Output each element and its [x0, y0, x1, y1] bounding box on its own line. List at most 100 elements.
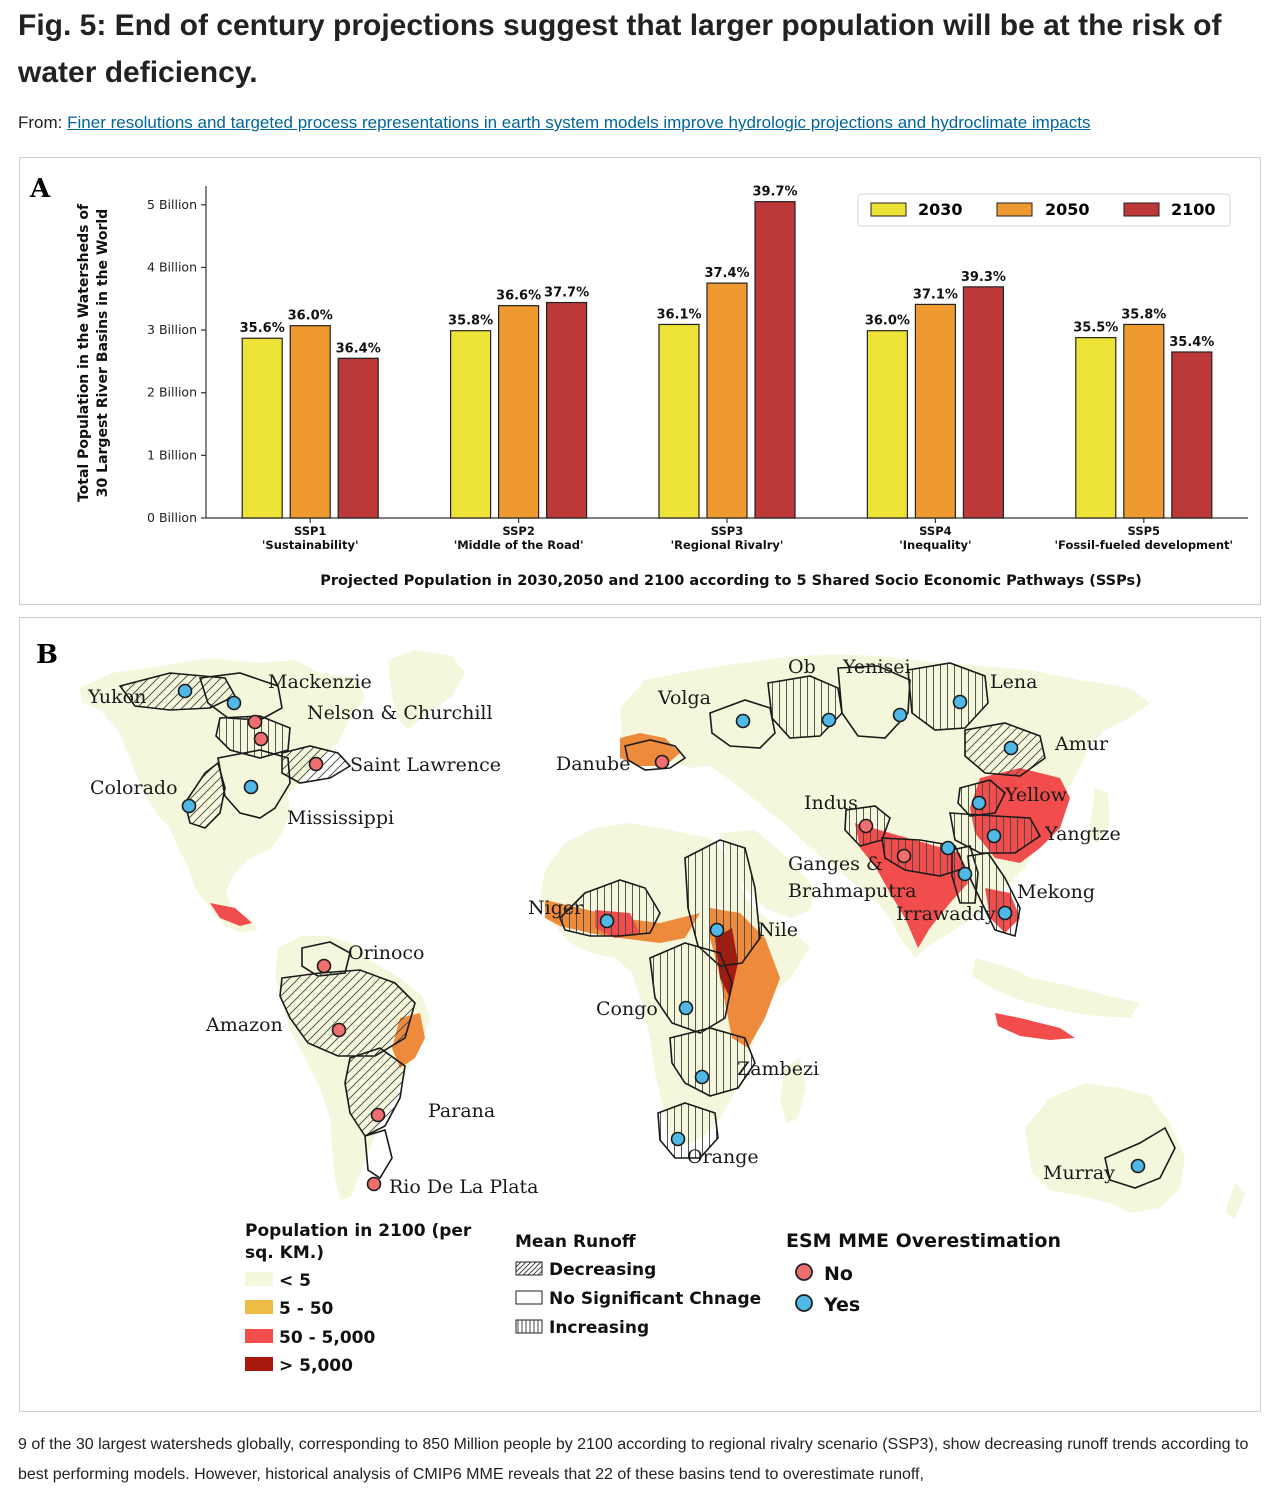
- label-colorado: Colorado: [90, 777, 178, 799]
- x-tick-label-name: 'Sustainability': [262, 538, 359, 552]
- bar-ssp4-2100[interactable]: [962, 286, 1005, 519]
- x-tick-label-name: 'Inequality': [899, 538, 971, 552]
- label-yukon: Yukon: [87, 686, 146, 708]
- bar-ssp2-2030[interactable]: [450, 330, 492, 519]
- marker-niger[interactable]: [599, 913, 615, 929]
- basin-niger: [559, 879, 661, 937]
- legend-pop-label-1: < 5: [279, 1271, 311, 1291]
- label-parana: Parana: [428, 1100, 495, 1122]
- basin-mackenzie: [198, 672, 283, 721]
- marker-amazon[interactable]: [331, 1022, 347, 1038]
- label-mekong: Mekong: [1017, 881, 1095, 903]
- marker-yenisei[interactable]: [892, 707, 908, 723]
- x-tick-label-code: SSP2: [502, 524, 534, 538]
- marker-lena[interactable]: [952, 694, 968, 710]
- legend-runoff-title: Mean Runoff: [515, 1232, 636, 1252]
- figure-caption: 9 of the 30 largest watersheds globally,…: [18, 1436, 1249, 1483]
- basin-mississippi: [217, 749, 291, 819]
- panel-a-bar-chart: A 0 Billion 1 Billion 2 Billion 3 Billion 4 …: [19, 157, 1261, 605]
- marker-yukon[interactable]: [177, 683, 193, 699]
- greenland-shape: [388, 650, 465, 730]
- bar-ssp3-2030[interactable]: [658, 323, 700, 519]
- legend-runoff-label-no-change: No Significant Chnage: [549, 1289, 761, 1309]
- from-label: From:: [18, 113, 63, 132]
- bar-data-label: 35.8%: [448, 314, 493, 329]
- marker-orange[interactable]: [670, 1131, 686, 1147]
- label-ganges: Ganges &: [788, 853, 883, 875]
- marker-irrawaddy[interactable]: [957, 866, 973, 882]
- world-map: B: [36, 640, 1245, 1376]
- bar-ssp4-2050[interactable]: [914, 303, 957, 519]
- bar-ssp4-2030[interactable]: [866, 330, 909, 519]
- marker-nelson-churchill-1[interactable]: [247, 714, 263, 730]
- bar-data-label: 35.6%: [240, 321, 285, 336]
- marker-yangtze[interactable]: [986, 828, 1002, 844]
- legend-pop-label-4: > 5,000: [279, 1356, 353, 1376]
- bar-ssp1-2100[interactable]: [337, 357, 379, 519]
- marker-parana[interactable]: [370, 1107, 386, 1123]
- marker-colorado[interactable]: [181, 798, 197, 814]
- label-yangtze: Yangtze: [1044, 823, 1121, 845]
- x-tick-label-code: SSP3: [711, 524, 743, 538]
- marker-rio-de-la-plata[interactable]: [366, 1176, 382, 1192]
- bar-ssp5-2100[interactable]: [1171, 351, 1213, 519]
- bar-ssp5-2050[interactable]: [1123, 323, 1165, 519]
- label-amur: Amur: [1054, 733, 1109, 755]
- basin-congo: [649, 942, 733, 1034]
- legend-pop-label-2: 5 - 50: [279, 1299, 334, 1319]
- marker-zambezi[interactable]: [694, 1069, 710, 1085]
- bar-data-label: 39.7%: [752, 185, 797, 200]
- label-indus: Indus: [804, 792, 858, 814]
- y-tick-label: 0 Billion: [147, 510, 197, 525]
- marker-saint-lawrence[interactable]: [308, 756, 324, 772]
- marker-mackenzie[interactable]: [226, 695, 242, 711]
- legend-pop-swatch-3: [245, 1329, 273, 1343]
- marker-danube[interactable]: [654, 754, 670, 770]
- marker-ob[interactable]: [821, 712, 837, 728]
- southeast-asia-islands-shape: [972, 958, 1140, 1018]
- marker-ganges[interactable]: [896, 848, 912, 864]
- legend-population: Population in 2100 (per sq. KM.) < 5 5 -…: [245, 1221, 472, 1376]
- legend-overestimation-no-marker: [795, 1263, 813, 1281]
- marker-indus[interactable]: [858, 818, 874, 834]
- label-zambezi: Zambezi: [737, 1058, 819, 1080]
- basin-yukon: [118, 672, 237, 711]
- bar-ssp1-2030[interactable]: [241, 337, 283, 519]
- bar-ssp2-2050[interactable]: [498, 305, 540, 519]
- label-yenisei: Yenisei: [842, 656, 911, 678]
- legend-runoff-swatch-decreasing: [515, 1261, 543, 1276]
- label-rio-de-la-plata: Rio De La Plata: [389, 1176, 539, 1198]
- marker-congo[interactable]: [678, 1000, 694, 1016]
- bar-ssp1-2050[interactable]: [289, 325, 331, 519]
- panel-b-letter: B: [36, 640, 58, 670]
- label-nelson-churchill: Nelson & Churchill: [307, 702, 493, 724]
- bar-ssp5-2030[interactable]: [1075, 336, 1117, 519]
- basin-labels: Yukon Mackenzie Nelson & Churchill Saint…: [87, 656, 1121, 1198]
- marker-orinoco[interactable]: [316, 958, 332, 974]
- bar-ssp3-2050[interactable]: [706, 282, 748, 519]
- marker-nile[interactable]: [709, 922, 725, 938]
- marker-nelson-churchill-2[interactable]: [253, 731, 269, 747]
- bar-ssp3-2100[interactable]: [754, 201, 796, 519]
- label-yellow: Yellow: [1004, 784, 1068, 806]
- label-amazon: Amazon: [205, 1014, 283, 1036]
- marker-mississippi[interactable]: [243, 779, 259, 795]
- marker-yellow[interactable]: [971, 795, 987, 811]
- legend-population-title-2: sq. KM.): [245, 1243, 324, 1263]
- marker-mekong[interactable]: [997, 905, 1013, 921]
- label-mackenzie: Mackenzie: [268, 671, 372, 693]
- marker-murray[interactable]: [1130, 1158, 1146, 1174]
- marker-volga[interactable]: [735, 713, 751, 729]
- label-nile: Nile: [758, 919, 798, 941]
- legend-runoff-label-increasing: Increasing: [549, 1318, 649, 1338]
- bar-ssp2-2100[interactable]: [545, 301, 588, 519]
- basin-danube: [624, 739, 687, 771]
- marker-brahmaputra[interactable]: [940, 840, 956, 856]
- legend-pop-label-3: 50 - 5,000: [279, 1328, 375, 1348]
- x-tick-label-code: SSP1: [294, 524, 326, 538]
- marker-amur[interactable]: [1003, 740, 1019, 756]
- bar-data-label: 37.1%: [913, 287, 958, 302]
- source-article-link[interactable]: Finer resolutions and targeted process r…: [67, 113, 1091, 132]
- label-orange: Orange: [687, 1146, 759, 1168]
- figure-title: Fig. 5: End of century projections sugge…: [18, 9, 1222, 89]
